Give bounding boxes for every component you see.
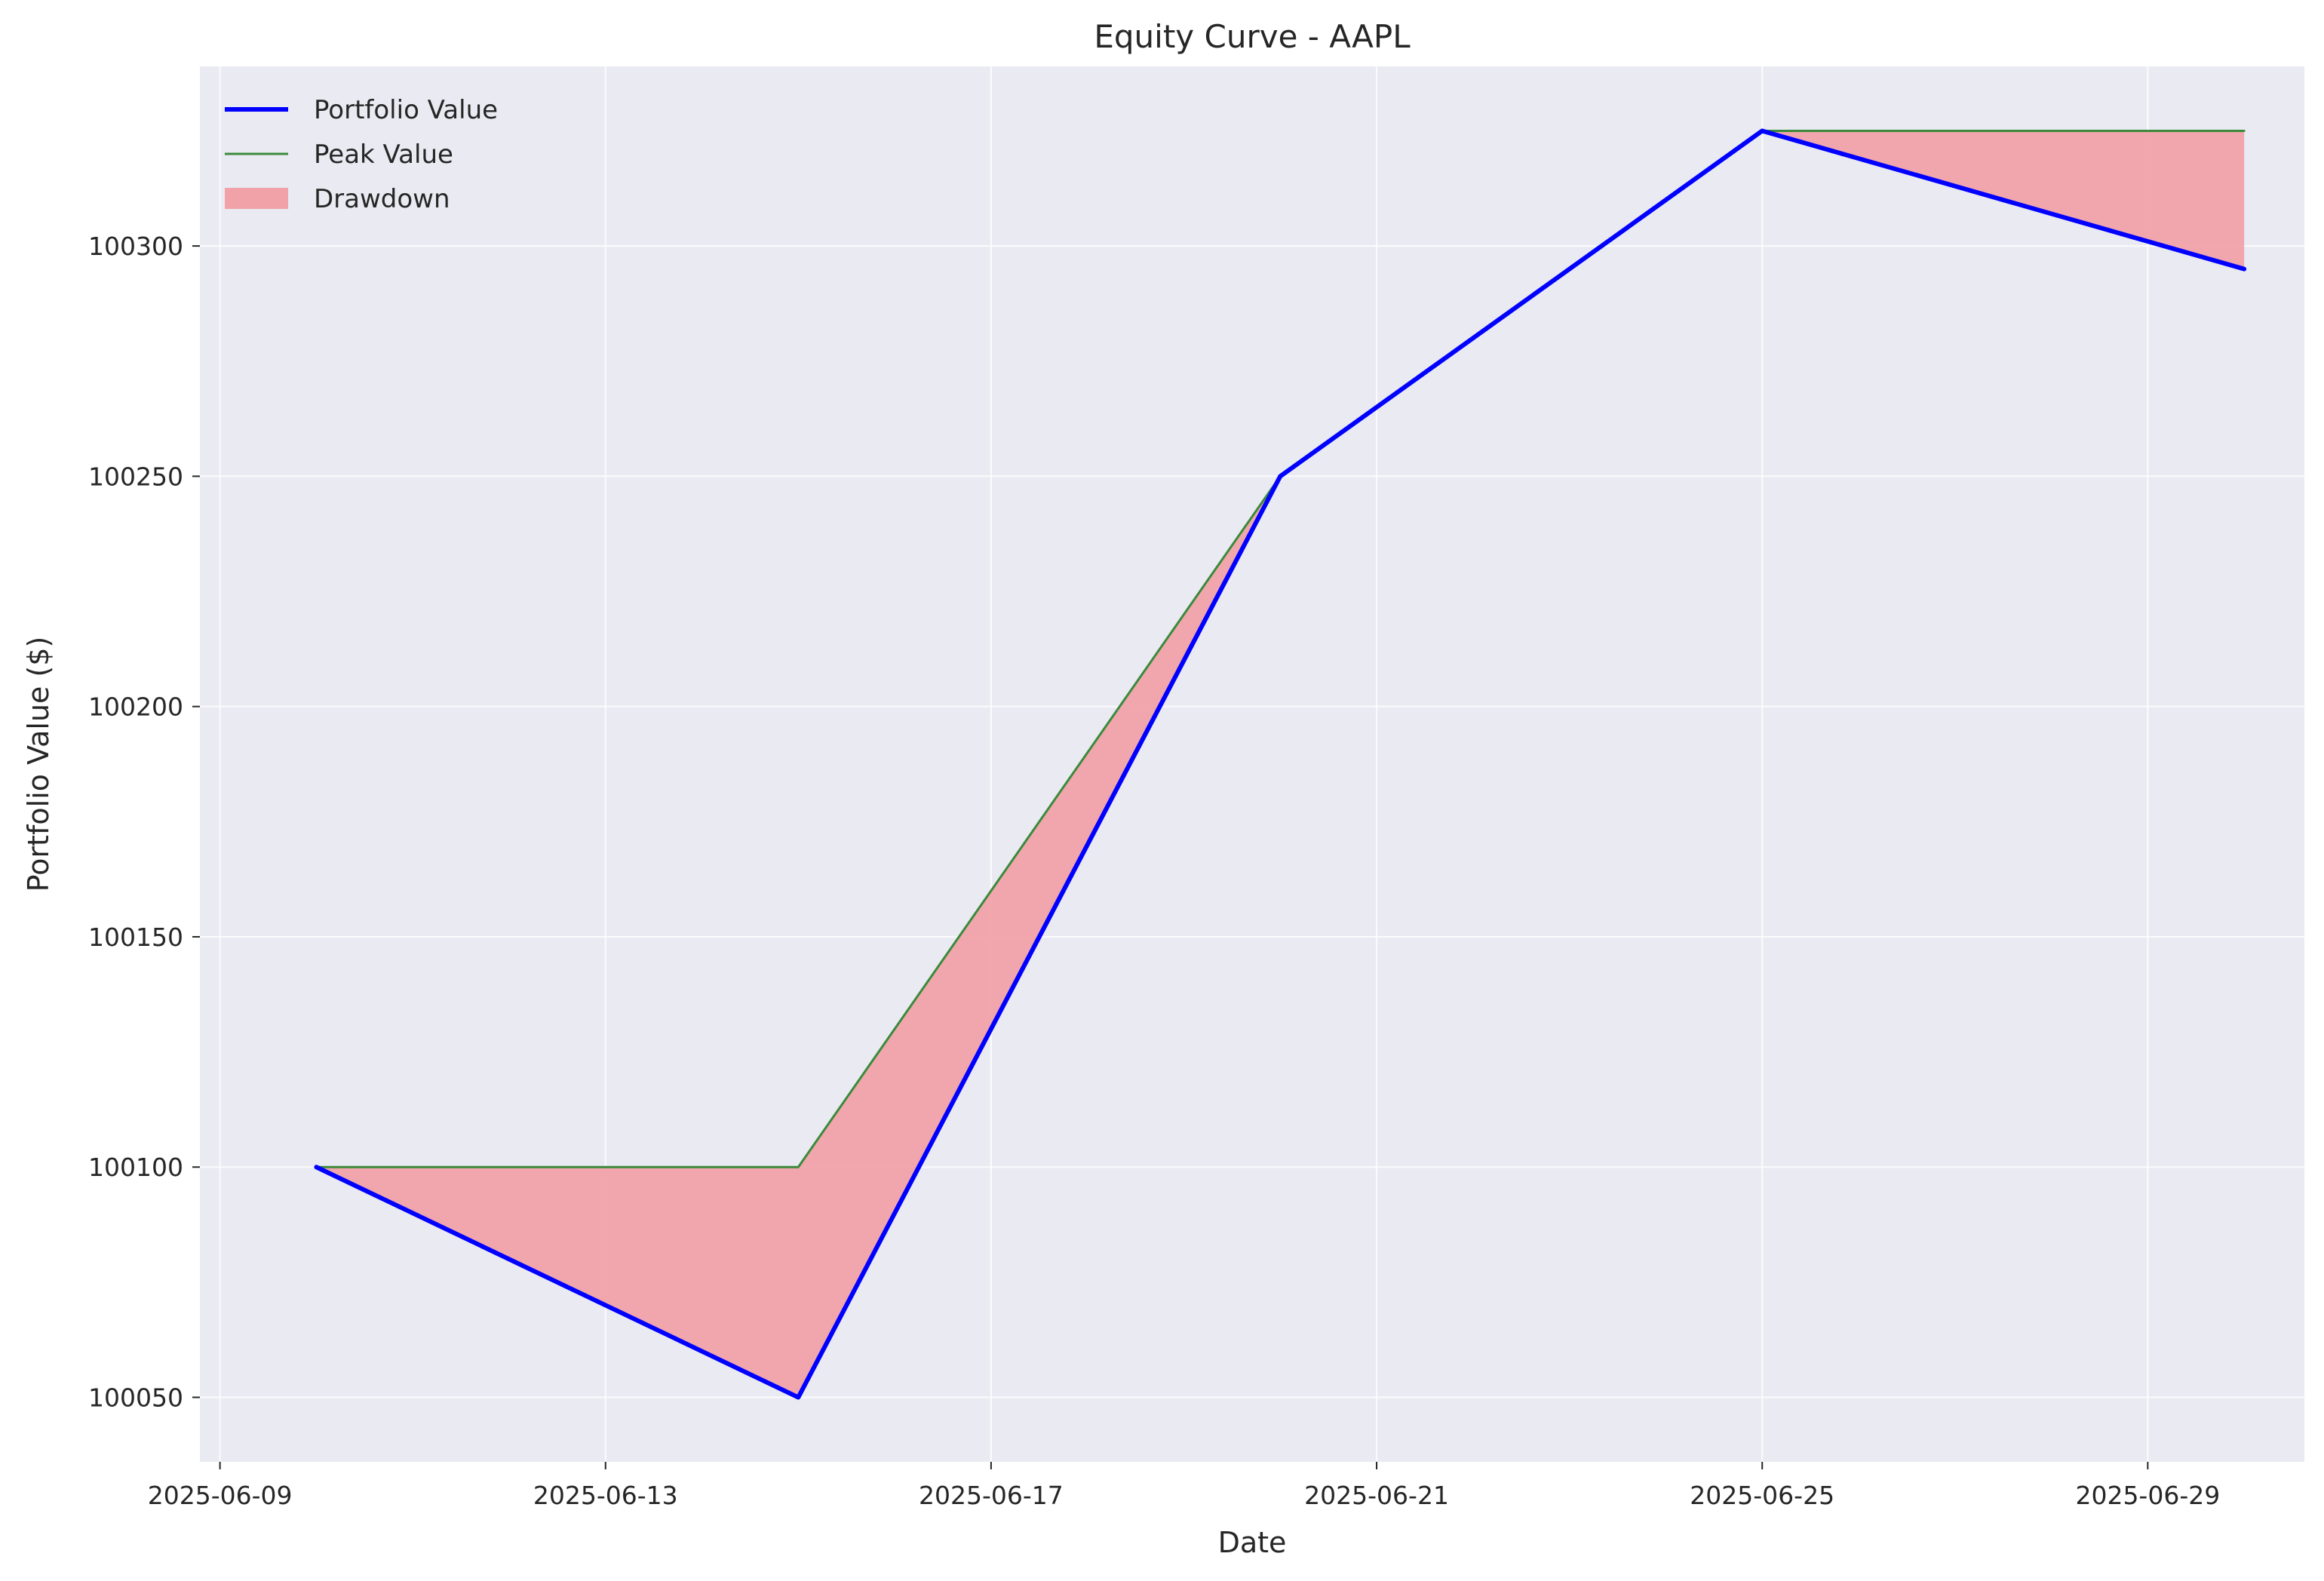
x-tick-label-1: 2025-06-13	[533, 1481, 678, 1510]
y-tick-label-0: 100050	[88, 1383, 183, 1413]
legend-label-drawdown: Drawdown	[314, 184, 450, 214]
x-tick-label-0: 2025-06-09	[148, 1481, 293, 1510]
portfolio-value-line	[314, 128, 2247, 1400]
y-tick-label-3: 100200	[88, 692, 183, 722]
legend: Portfolio Value Peak Value Drawdown	[225, 95, 498, 214]
x-axis-label: Date	[1218, 1526, 1287, 1559]
legend-swatch-drawdown	[225, 188, 288, 209]
legend-label-peak-value: Peak Value	[314, 140, 453, 170]
series-lines	[314, 128, 2247, 1400]
x-tick-label-5: 2025-06-29	[2075, 1481, 2220, 1510]
x-tick-label-3: 2025-06-21	[1304, 1481, 1449, 1510]
chart-title: Equity Curve - AAPL	[1094, 18, 1411, 55]
axis-ticks: 2025-06-09 2025-06-13 2025-06-17 2025-06-21…	[88, 232, 2220, 1510]
y-tick-label-4: 100250	[88, 462, 183, 491]
y-tick-label-5: 100300	[88, 232, 183, 261]
legend-label-portfolio-value: Portfolio Value	[314, 95, 498, 125]
y-tick-label-2: 100150	[88, 923, 183, 952]
x-tick-label-4: 2025-06-25	[1690, 1481, 1834, 1510]
x-tick-label-2: 2025-06-17	[919, 1481, 1064, 1510]
y-axis-label: Portfolio Value ($)	[22, 637, 55, 892]
y-tick-label-1: 100100	[88, 1153, 183, 1182]
